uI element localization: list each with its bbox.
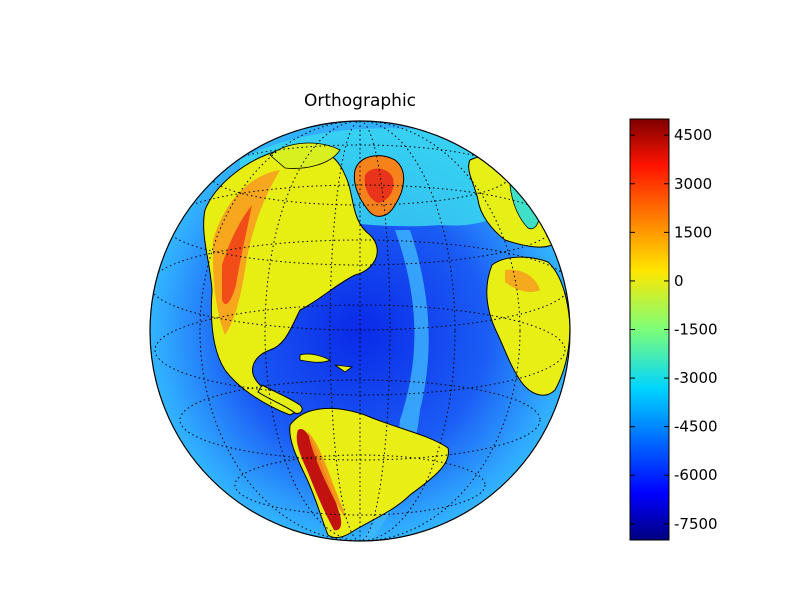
rockies-peaks	[222, 205, 252, 305]
colorbar-tick-label: 0	[674, 272, 684, 290]
colorbar-tick-label: -1500	[674, 321, 718, 339]
colorbar-tick-label: 1500	[674, 223, 712, 241]
colorbar-scale	[629, 118, 670, 541]
parallel-line	[154, 304, 566, 396]
meridian-line	[329, 121, 391, 541]
parallel-line	[179, 379, 541, 461]
colorbar-tick-label: -7500	[674, 515, 718, 533]
graticule	[150, 121, 570, 541]
parallel-line	[234, 454, 486, 516]
colorbar-tick-label: 3000	[674, 175, 712, 193]
map-title: Orthographic	[304, 91, 416, 111]
globe-outline	[149, 120, 571, 542]
meridian-line	[264, 121, 456, 541]
atlas-highland	[505, 269, 540, 293]
colorbar-tick-label: 4500	[674, 126, 712, 144]
andes-mountains	[296, 429, 342, 531]
colorbar-tick-label: -3000	[674, 369, 718, 387]
colorbar: 4500 3000 1500 0 -1500 -3000 -4500 -6000 -7500	[629, 118, 718, 541]
colorbar-tick-label: -4500	[674, 418, 718, 436]
greenland-ice	[364, 168, 394, 203]
colorbar-tick-label: -6000	[674, 466, 718, 484]
colorbar-ticks: 4500 3000 1500 0 -1500 -3000 -4500 -6000 -7500	[630, 126, 718, 533]
landmass-central-america	[257, 384, 303, 414]
landmass-arctic-islands	[269, 142, 341, 169]
parallel-line	[150, 239, 570, 331]
landmass-africa	[486, 256, 570, 396]
globe	[150, 121, 570, 541]
meridian-line	[199, 121, 521, 541]
andes-foothills	[308, 432, 346, 518]
landmass-caribbean-islands	[299, 353, 354, 373]
